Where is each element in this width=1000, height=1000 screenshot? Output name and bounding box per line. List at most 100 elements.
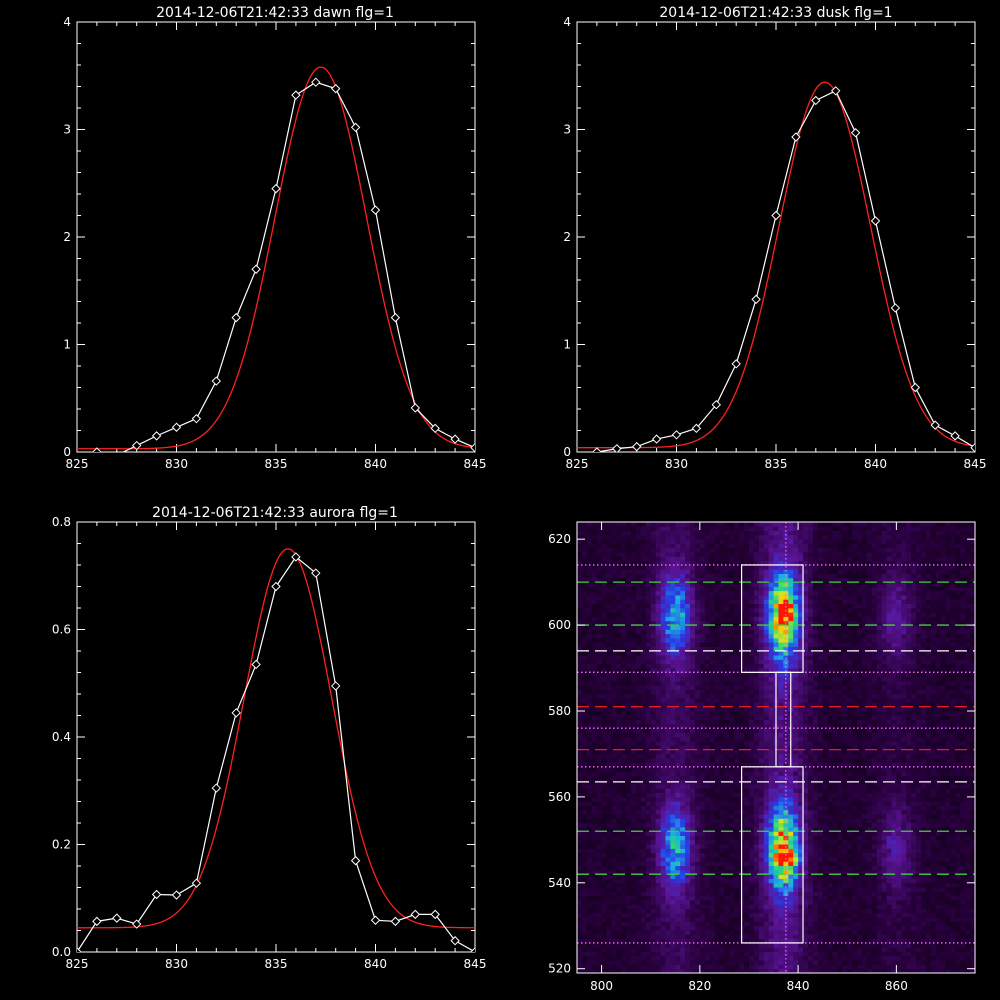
heatmap-pixel [906,857,912,862]
heatmap-pixel [753,835,760,841]
heatmap-pixel [960,736,966,742]
heatmap-pixel [960,934,966,940]
heatmap-pixel [920,809,927,815]
heatmap-pixel [719,736,725,742]
heatmap-pixel [866,792,873,798]
heatmap-pixel [694,775,701,781]
heatmap-pixel [596,741,602,746]
heatmap-pixel [881,934,887,940]
heatmap-pixel [930,951,937,957]
heatmap-pixel [680,839,686,845]
heatmap-pixel [871,882,878,888]
heatmap-pixel [965,852,971,858]
heatmap-pixel [690,822,696,828]
heatmap-pixel [685,758,691,763]
heatmap-pixel [960,869,966,875]
heatmap-pixel [886,745,892,751]
heatmap-pixel [852,848,858,854]
heatmap-pixel [866,869,873,875]
heatmap-pixel [699,732,706,738]
heatmap-pixel [920,960,927,965]
heatmap-pixel [827,895,833,901]
heatmap-pixel [586,728,593,733]
heatmap-pixel [970,947,976,952]
heatmap-pixel [734,835,740,841]
heatmap-pixel [793,917,799,922]
heatmap-pixel [719,844,725,849]
heatmap-pixel [793,887,799,892]
heatmap-pixel [955,771,961,776]
heatmap-pixel [871,745,878,751]
heatmap-pixel [577,865,583,871]
heatmap-pixel [812,809,819,815]
heatmap-pixel [798,869,804,875]
heatmap-pixel [665,908,671,914]
heatmap-pixel [699,745,706,751]
heatmap-pixel [847,891,853,897]
heatmap-pixel [655,758,661,763]
heatmap-pixel [935,753,941,759]
heatmap-pixel [704,964,711,970]
heatmap-pixel [680,749,686,755]
heatmap-pixel [842,895,848,901]
heatmap-pixel [803,904,809,909]
heatmap-pixel [680,938,686,944]
heatmap-pixel [945,844,951,849]
heatmap-pixel [970,779,976,785]
heatmap-pixel [807,968,814,974]
heatmap-pixel [660,831,666,836]
heatmap-pixel [586,818,593,824]
heatmap-pixel [911,831,917,836]
heatmap-pixel [935,955,941,961]
heatmap-pixel [793,788,799,793]
heatmap-pixel [876,831,883,836]
heatmap-pixel [690,818,696,824]
heatmap-pixel [768,848,774,854]
heatmap-pixel [709,848,715,854]
heatmap-pixel [734,831,740,836]
heatmap-pixel [601,964,607,970]
heatmap-pixel [621,869,627,875]
heatmap-pixel [970,792,976,798]
heatmap-pixel [920,758,927,763]
heatmap-pixel [827,801,833,806]
heatmap-pixel [699,758,706,763]
heatmap-pixel [965,964,971,970]
heatmap-pixel [734,874,740,879]
heatmap-pixel [876,861,883,867]
heatmap-pixel [812,938,819,944]
heatmap-pixel [719,968,725,974]
heatmap-pixel [660,822,666,828]
heatmap-pixel [729,947,735,952]
heatmap-pixel [591,882,598,888]
heatmap-pixel [586,723,593,729]
heatmap-pixel [881,814,887,819]
heatmap-pixel [832,938,838,944]
heatmap-pixel [586,912,593,918]
heatmap-pixel [920,741,927,746]
heatmap-pixel [896,736,902,742]
heatmap-pixel [916,805,922,811]
heatmap-pixel [857,947,863,952]
heatmap-pixel [744,869,750,875]
heatmap-pixel [965,788,971,793]
heatmap-pixel [906,861,912,867]
heatmap-pixel [670,942,676,948]
heatmap-pixel [685,835,691,841]
heatmap-pixel [655,925,661,931]
heatmap-pixel [704,732,711,738]
heatmap-pixel [621,930,627,935]
heatmap-pixel [744,822,750,828]
heatmap-pixel [901,938,907,944]
heatmap-pixel [911,788,917,793]
heatmap-pixel [621,908,627,914]
heatmap-pixel [965,861,971,867]
dusk-data-point [870,216,881,226]
heatmap-pixel [950,728,956,733]
heatmap-pixel [675,934,681,940]
heatmap-pixel [950,831,956,836]
heatmap-pixel [871,848,878,854]
heatmap-pixel [876,869,883,875]
heatmap-pixel [807,822,814,828]
heatmap-pixel [803,934,809,940]
